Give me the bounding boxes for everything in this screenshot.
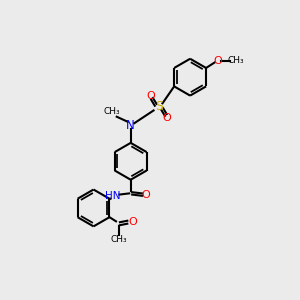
- Text: O: O: [213, 56, 222, 66]
- Text: CH₃: CH₃: [227, 56, 244, 65]
- Text: CH₃: CH₃: [111, 235, 127, 244]
- Text: O: O: [146, 91, 155, 100]
- Text: HN: HN: [105, 191, 121, 201]
- Text: O: O: [163, 113, 172, 123]
- Text: CH₃: CH₃: [103, 107, 120, 116]
- Text: O: O: [142, 190, 151, 200]
- Text: S: S: [155, 100, 163, 113]
- Text: O: O: [128, 217, 137, 227]
- Text: N: N: [126, 119, 135, 132]
